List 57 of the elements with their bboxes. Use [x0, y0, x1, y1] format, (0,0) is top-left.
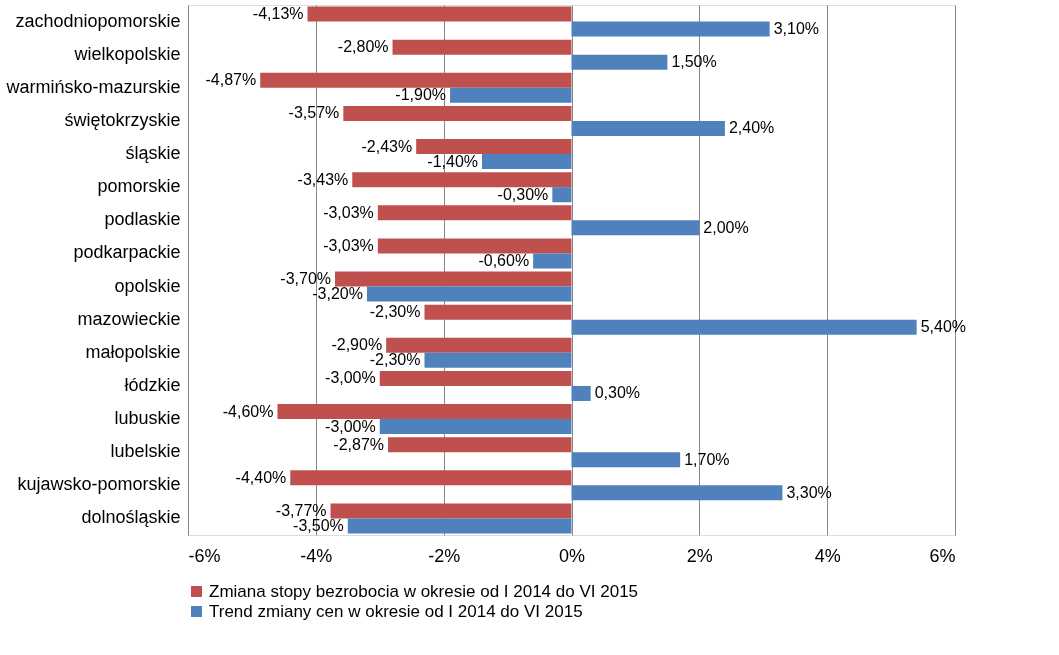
y-tick-label: opolskie	[114, 275, 181, 296]
data-label: -1,90%	[395, 86, 447, 104]
y-tick-label: lubuskie	[114, 408, 181, 429]
y-tick-label: mazowieckie	[77, 308, 181, 329]
x-tick-label: 0%	[558, 545, 586, 566]
data-label: 1,70%	[684, 450, 730, 468]
x-tick-label: 4%	[814, 545, 841, 566]
x-tick-label: -4%	[300, 545, 333, 566]
data-label: -4,60%	[222, 402, 274, 420]
data-label: -2,30%	[369, 351, 421, 369]
y-tick-label: warmińsko-mazurskie	[5, 76, 181, 97]
y-tick-label: zachodniopomorskie	[15, 10, 181, 31]
data-label: -2,90%	[331, 336, 383, 354]
legend-label: Zmiana stopy bezrobocia w okresie od I 2014 do VI 2015	[209, 581, 639, 601]
y-tick-label: wielkopolskie	[73, 43, 181, 64]
y-tick-label: śląskie	[125, 143, 181, 164]
data-label: 2,40%	[728, 119, 775, 137]
data-label: 2,00%	[703, 218, 749, 236]
y-tick-label: kujawsko-pomorskie	[17, 474, 181, 495]
data-label: -3,00%	[325, 417, 376, 435]
data-label: -3,70%	[280, 270, 332, 288]
data-label: -3,03%	[323, 203, 374, 221]
data-label: -3,20%	[312, 285, 363, 303]
y-tick-label: pomorskie	[97, 176, 181, 197]
data-label: -4,87%	[205, 71, 257, 89]
data-label: 5,40%	[920, 318, 967, 336]
data-label: -1,40%	[427, 152, 479, 170]
data-label: -3,50%	[293, 516, 344, 534]
data-label: -4,40%	[235, 468, 287, 486]
x-tick-label: -6%	[188, 545, 221, 566]
data-label: 1,50%	[671, 53, 717, 71]
data-label: -3,57%	[288, 104, 340, 122]
y-tick-label: świętokrzyskie	[64, 109, 181, 130]
y-tick-label: podlaskie	[104, 209, 181, 230]
data-label: -3,43%	[297, 170, 349, 188]
x-tick-label: 2%	[686, 545, 713, 566]
data-label: -2,30%	[369, 303, 421, 321]
x-tick-label: -2%	[428, 545, 461, 566]
data-label: -0,60%	[478, 251, 530, 269]
data-label: 3,10%	[773, 20, 820, 38]
data-label: -4,13%	[252, 5, 304, 23]
legend-label: Trend zmiany cen w okresie od I 2014 do VI 2015	[209, 601, 583, 621]
y-tick-label: łódzkie	[124, 374, 181, 395]
data-label: 3,30%	[786, 483, 832, 501]
data-label: -3,00%	[325, 369, 376, 387]
data-label: -2,43%	[361, 137, 413, 155]
y-tick-label: podkarpackie	[73, 242, 181, 263]
data-label: -2,80%	[337, 38, 389, 56]
data-label: -3,77%	[275, 501, 327, 519]
y-tick-label: lubelskie	[110, 441, 181, 462]
data-label: -2,87%	[333, 435, 385, 453]
y-tick-label: dolnośląskie	[81, 507, 181, 528]
data-label: -0,30%	[497, 185, 549, 203]
data-label: -3,03%	[323, 236, 374, 254]
data-label: 0,30%	[594, 384, 641, 402]
y-tick-label: małopolskie	[85, 341, 181, 362]
x-tick-label: 6%	[929, 545, 956, 566]
